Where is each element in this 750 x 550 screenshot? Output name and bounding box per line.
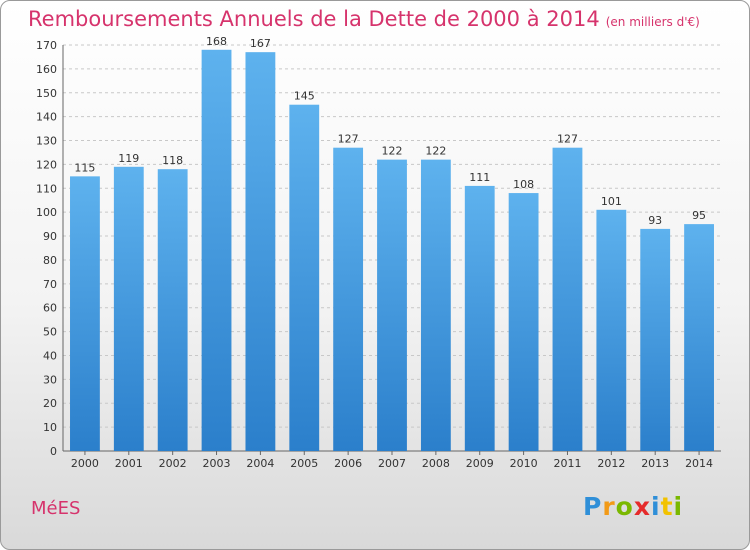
bar: [684, 224, 714, 451]
x-tick-label: 2004: [246, 457, 274, 470]
bar: [596, 209, 627, 451]
commune-name: MéES: [31, 498, 81, 519]
bar: [464, 185, 495, 451]
x-tick-label: 2013: [641, 457, 669, 470]
y-tick-label: 40: [43, 349, 57, 362]
x-tick-label: 2002: [159, 457, 187, 470]
bar-value-label: 145: [294, 90, 315, 103]
bar: [420, 159, 451, 451]
bar-value-label: 115: [74, 161, 95, 174]
y-tick-label: 110: [36, 182, 57, 195]
bar-value-label: 167: [250, 37, 271, 50]
bar-value-label: 127: [557, 133, 578, 146]
bar: [201, 49, 232, 452]
bar: [552, 147, 583, 451]
y-tick-label: 160: [36, 63, 57, 76]
x-tick-label: 2001: [115, 457, 143, 470]
x-tick-label: 2000: [71, 457, 99, 470]
y-tick-label: 150: [36, 87, 57, 100]
y-tick-label: 80: [43, 254, 57, 267]
y-tick-label: 60: [43, 302, 57, 315]
x-tick-label: 2009: [466, 457, 494, 470]
bar-value-label: 108: [513, 178, 534, 191]
y-tick-label: 90: [43, 230, 57, 243]
chart-subtitle: (en milliers d'€): [605, 15, 700, 29]
y-tick-label: 170: [36, 39, 57, 52]
y-tick-label: 130: [36, 135, 57, 148]
bar: [70, 176, 100, 451]
bar-value-label: 168: [206, 35, 227, 48]
bar-value-label: 127: [338, 133, 359, 146]
bar-value-label: 122: [382, 145, 403, 158]
bar: [245, 52, 276, 452]
bar: [289, 104, 320, 452]
y-tick-label: 0: [50, 445, 57, 458]
bar-value-label: 95: [692, 209, 706, 222]
bar: [377, 159, 407, 451]
bar-value-label: 119: [118, 152, 139, 165]
y-tick-label: 120: [36, 158, 57, 171]
proxiti-logo: Proxiti: [583, 492, 684, 521]
bar: [157, 169, 188, 451]
bar-value-label: 111: [469, 171, 490, 184]
y-tick-label: 100: [36, 206, 57, 219]
bar-value-label: 101: [601, 195, 622, 208]
x-tick-label: 2006: [334, 457, 362, 470]
x-tick-label: 2007: [378, 457, 406, 470]
x-tick-label: 2003: [203, 457, 231, 470]
x-tick-label: 2010: [510, 457, 538, 470]
bar: [508, 193, 539, 451]
bar-value-label: 122: [425, 145, 446, 158]
x-tick-label: 2014: [685, 457, 713, 470]
y-tick-label: 30: [43, 373, 57, 386]
bar: [113, 166, 144, 452]
x-tick-label: 2008: [422, 457, 450, 470]
y-tick-label: 140: [36, 111, 57, 124]
bar-value-label: 118: [162, 154, 183, 167]
x-tick-label: 2011: [553, 457, 581, 470]
bar-value-label: 93: [648, 214, 662, 227]
y-tick-label: 50: [43, 326, 57, 339]
chart-title-text: Remboursements Annuels de la Dette de 20…: [28, 7, 600, 31]
bar: [333, 147, 364, 451]
bar: [640, 228, 671, 451]
y-tick-label: 70: [43, 278, 57, 291]
x-tick-label: 2005: [290, 457, 318, 470]
y-tick-label: 10: [43, 421, 57, 434]
chart-title: Remboursements Annuels de la Dette de 20…: [28, 7, 700, 31]
y-tick-label: 20: [43, 397, 57, 410]
x-tick-label: 2012: [597, 457, 625, 470]
